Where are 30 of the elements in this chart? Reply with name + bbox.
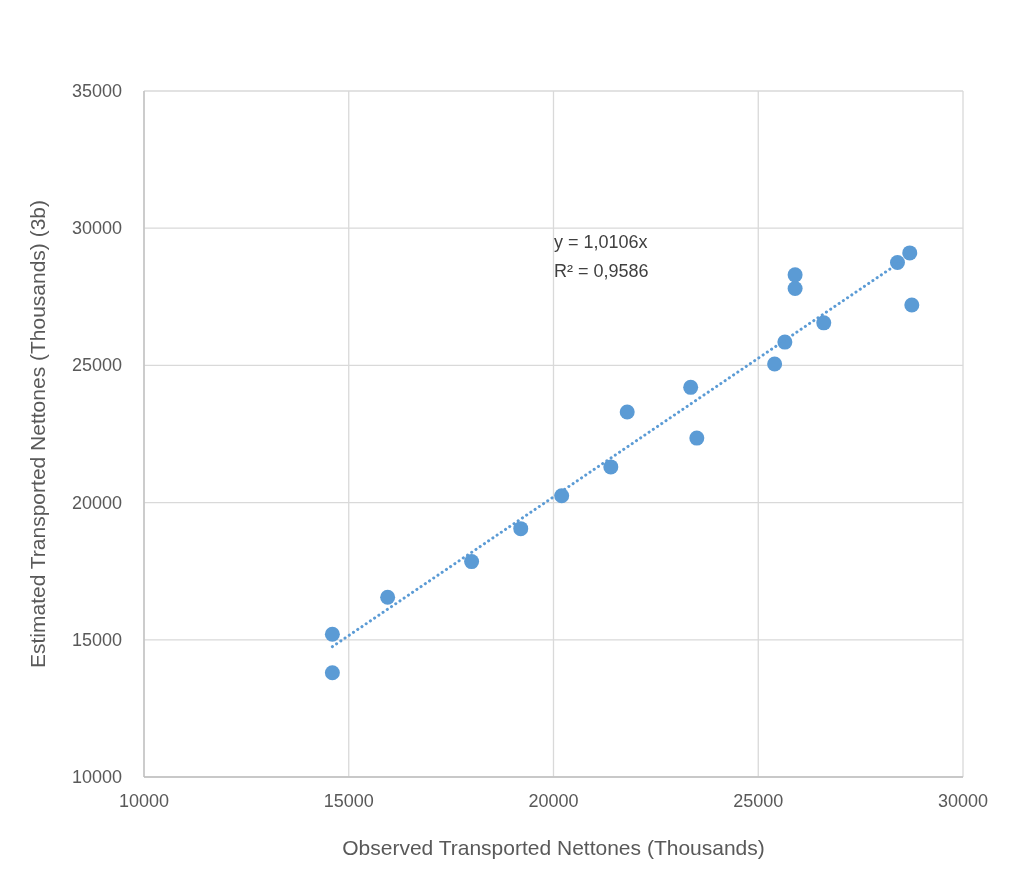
point — [683, 379, 699, 395]
point — [603, 459, 619, 475]
x-axis-title: Observed Transported Nettones (Thousands) — [342, 836, 765, 859]
point — [902, 245, 918, 261]
x-tick-label: 25000 — [733, 791, 784, 811]
point — [904, 297, 920, 313]
y-axis-title: Estimated Transported Nettones (Thousands) (3b) — [26, 199, 49, 669]
point — [689, 430, 705, 446]
point — [816, 315, 832, 331]
point — [380, 589, 396, 605]
point — [767, 356, 783, 372]
point — [619, 404, 635, 420]
y-tick-label: 35000 — [71, 81, 122, 101]
annotation: R² = 0,9586 — [554, 261, 649, 281]
point — [324, 626, 340, 642]
x-tick-label: 20000 — [528, 791, 579, 811]
point — [324, 665, 340, 681]
point — [513, 521, 529, 537]
y-tick-label: 25000 — [71, 355, 122, 376]
y-tick-label: 15000 — [71, 629, 122, 650]
x-tick-label: 15000 — [323, 791, 374, 811]
y-tick-label: 10000 — [71, 767, 122, 787]
y-tick-label: 20000 — [71, 492, 122, 513]
x-tick-label: 10000 — [118, 791, 170, 811]
annotation: y = 1,0106x — [554, 232, 648, 252]
point — [787, 281, 803, 297]
point — [464, 554, 480, 570]
point — [787, 267, 803, 283]
x-tick-label: 30000 — [937, 791, 989, 811]
y-tick-label: 30000 — [71, 218, 122, 239]
